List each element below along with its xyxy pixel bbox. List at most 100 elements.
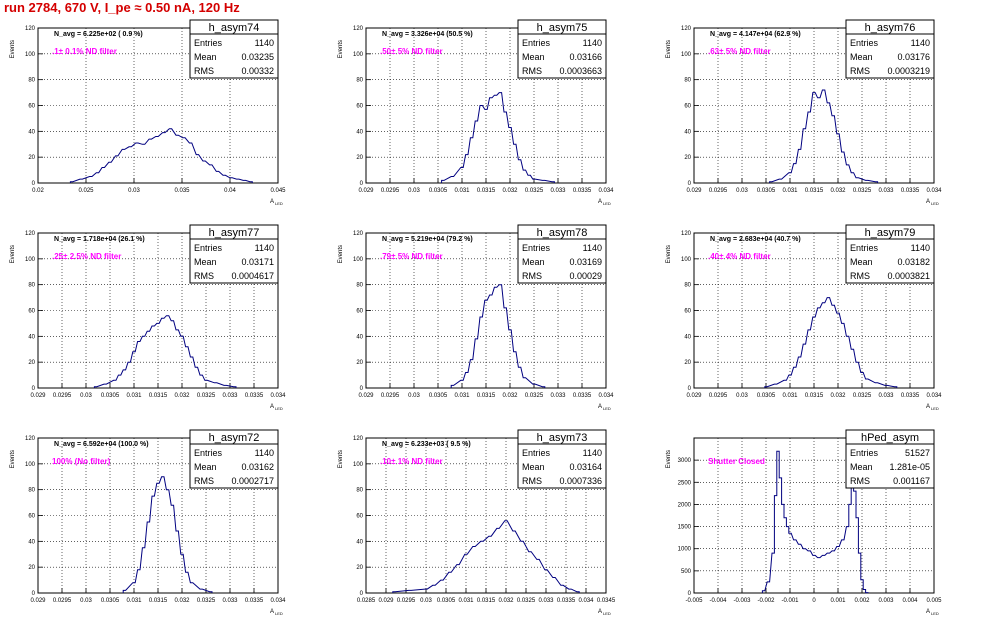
stats-key: Mean (522, 462, 545, 472)
y-tick-label: 40 (28, 539, 35, 545)
x-tick-label: 0.0345 (597, 598, 616, 604)
y-tick-label: 0 (688, 591, 692, 597)
y-axis-title: Events (338, 450, 344, 468)
x-tick-label: 0.033 (538, 598, 554, 604)
stats-value: 1140 (583, 243, 602, 253)
navg-label: N_avg = 6.233e+03 ( 9.5 %) (382, 441, 471, 448)
x-tick-label: 0.0335 (245, 598, 264, 604)
x-tick-label: 0.032 (174, 393, 190, 399)
x-axis-title: A (926, 609, 930, 615)
x-tick-label: 0.0315 (477, 188, 496, 194)
navg-label: N_avg = 6.592e+04 (100.0 %) (54, 441, 149, 448)
stats-value: 1140 (911, 243, 930, 253)
x-tick-label: 0.0295 (381, 393, 400, 399)
y-tick-label: 80 (28, 488, 35, 494)
x-tick-label: 0.032 (498, 598, 514, 604)
histogram-panel: 0.02 0.025 0.03 0.035 0.04 0.045 0 20 40 60 80 100 1… (10, 19, 286, 206)
stats-box (189, 224, 279, 284)
x-tick-label: 0.0325 (517, 598, 536, 604)
stats-value: 0.03176 (897, 52, 930, 62)
y-tick-label: 60 (684, 309, 691, 315)
histogram-panel: 0.029 0.0295 0.03 0.0305 0.031 0.0315 0.032 0.0… (338, 19, 614, 206)
stats-key: RMS (522, 271, 542, 281)
y-tick-label: 100 (681, 257, 692, 263)
x-tick-label: 0.0335 (901, 393, 920, 399)
x-tick-label: 0.033 (878, 188, 894, 194)
stats-value: 0.03162 (241, 462, 274, 472)
y-axis-title: Events (338, 245, 344, 263)
x-tick-label: 0.032 (174, 598, 190, 604)
x-tick-label: -0.004 (709, 598, 727, 604)
x-tick-label: 0.035 (174, 188, 190, 194)
x-tick-label: 0.0335 (557, 598, 576, 604)
x-tick-label: 0.0315 (477, 393, 496, 399)
x-tick-label: 0.0305 (101, 393, 120, 399)
x-tick-label: 0.032 (502, 188, 518, 194)
histogram-line (122, 476, 213, 593)
y-tick-label: 0 (360, 591, 364, 597)
x-tick-label: 0.033 (550, 188, 566, 194)
x-tick-label: 0.0325 (525, 188, 544, 194)
x-tick-label: 0.03 (736, 188, 748, 194)
stats-value: 0.03171 (241, 257, 274, 267)
stats-box (845, 19, 935, 79)
x-tick-label: 0.003 (878, 598, 894, 604)
y-tick-label: 0 (32, 591, 36, 597)
y-tick-label: 60 (356, 309, 363, 315)
stats-value: 0.03164 (569, 462, 602, 472)
y-tick-label: 2500 (678, 480, 692, 486)
y-tick-label: 120 (25, 436, 36, 442)
stats-key: Mean (522, 257, 545, 267)
x-tick-label: 0.0325 (525, 393, 544, 399)
page-title: run 2784, 670 V, I_pe ≈ 0.50 nA, 120 Hz (4, 0, 240, 15)
x-tick-label: 0.033 (222, 598, 238, 604)
x-axis-title: A (926, 404, 930, 410)
y-axis-title: Events (10, 245, 16, 263)
x-tick-label: 0.0305 (101, 598, 120, 604)
histogram-line (93, 315, 237, 388)
stats-value: 1140 (255, 448, 274, 458)
x-tick-label: 0.032 (830, 393, 846, 399)
stats-value: 1140 (255, 38, 274, 48)
stats-box (517, 224, 607, 284)
x-tick-label: 0.032 (830, 188, 846, 194)
x-tick-label: 0.045 (270, 188, 286, 194)
stats-key: Mean (522, 52, 545, 62)
stats-value: 0.03182 (897, 257, 930, 267)
x-tick-label: 0.034 (578, 598, 594, 604)
histogram-line (392, 520, 580, 593)
y-axis-title: Events (338, 40, 344, 58)
filter-label: .63± 5% ND filter (708, 47, 771, 56)
x-axis-title-subscript: LED (275, 611, 283, 616)
y-tick-label: 60 (28, 514, 35, 520)
y-tick-label: 40 (28, 129, 35, 135)
x-axis-title: A (270, 609, 274, 615)
x-tick-label: 0.025 (78, 188, 94, 194)
y-tick-label: 20 (28, 360, 35, 366)
stats-value: 0.0003219 (887, 66, 930, 76)
stats-title: h_asym74 (209, 22, 260, 34)
x-tick-label: 0.03 (408, 188, 420, 194)
y-tick-label: 80 (28, 283, 35, 289)
x-axis-title-subscript: LED (603, 611, 611, 616)
stats-title: h_asym78 (537, 227, 588, 239)
x-axis-title-subscript: LED (275, 406, 283, 411)
histogram-panel: 0.0285 0.029 0.0295 0.03 0.0305 0.031 0.0315 0.… (338, 429, 616, 616)
x-tick-label: 0.034 (270, 393, 286, 399)
x-axis-title: A (270, 199, 274, 205)
y-tick-label: 120 (25, 231, 36, 237)
filter-label: .50± 5% ND filter (380, 47, 443, 56)
y-tick-label: 80 (28, 78, 35, 84)
stats-key: RMS (194, 271, 214, 281)
x-tick-label: 0.033 (550, 393, 566, 399)
x-tick-label: 0.029 (30, 598, 46, 604)
y-tick-label: 80 (684, 283, 691, 289)
histogram-line (450, 284, 546, 388)
x-tick-label: 0.0295 (381, 188, 400, 194)
stats-title: h_asym76 (865, 22, 916, 34)
x-tick-label: 0.0325 (853, 188, 872, 194)
stats-key: Mean (194, 52, 217, 62)
y-tick-label: 40 (684, 334, 691, 340)
y-tick-label: 100 (353, 52, 364, 58)
navg-label: N_avg = 3.326e+04 (50.5 %) (382, 31, 473, 38)
